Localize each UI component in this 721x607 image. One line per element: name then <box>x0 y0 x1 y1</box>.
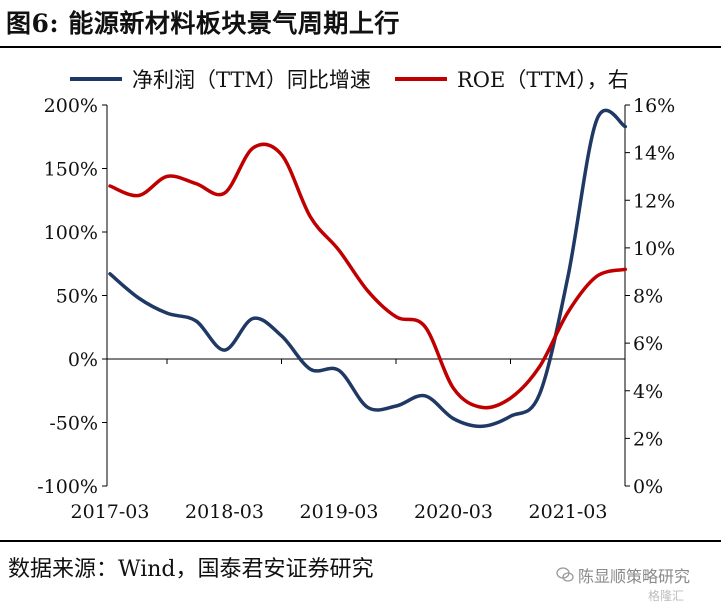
left-tick-label: -50% <box>49 413 98 435</box>
source-note: 数据来源：Wind，国泰君安证券研究 <box>8 557 374 582</box>
watermark-text: 陈显顺策略研究 <box>578 567 691 586</box>
right-tick-label: 10% <box>633 238 675 260</box>
bottom-rule <box>0 540 721 542</box>
left-tick-label: 50% <box>56 286 98 308</box>
left-tick-label: 100% <box>44 222 98 244</box>
right-tick-label: 2% <box>633 428 663 450</box>
left-tick-label: 0% <box>68 349 98 371</box>
left-tick-label: 150% <box>44 159 98 181</box>
line-chart: 200% 150% 100% 50% 0% -50% -100% 16% 14% 12% 10% 8%… <box>37 68 675 523</box>
x-tick-label: 2018-03 <box>185 501 264 523</box>
figure-title: 图6: 能源新材料板块景气周期上行 <box>6 9 400 38</box>
series-line-2 <box>108 142 628 410</box>
right-tick-label: 4% <box>633 381 663 403</box>
right-tick-label: 0% <box>633 476 663 498</box>
legend-label-1: 净利润（TTM）同比增速 <box>132 68 371 92</box>
right-tick-label: 14% <box>633 143 675 165</box>
top-rule <box>0 46 721 48</box>
x-tick-label: 2017-03 <box>71 501 150 523</box>
right-tick-label: 8% <box>633 286 663 308</box>
right-tick-label: 12% <box>633 190 675 212</box>
series-line-1 <box>108 108 628 429</box>
watermark: 陈显顺策略研究 <box>556 563 690 587</box>
x-tick-label: 2019-03 <box>300 501 379 523</box>
x-tick-label: 2021-03 <box>529 501 608 523</box>
watermark-subtext: 格隆汇 <box>648 589 685 603</box>
legend-label-2: ROE（TTM），右 <box>457 68 629 92</box>
left-tick-label: -100% <box>37 476 98 498</box>
wechat-icon <box>556 567 574 582</box>
left-tick-label: 200% <box>44 95 98 117</box>
right-tick-label: 16% <box>633 95 675 117</box>
x-tick-label: 2020-03 <box>414 501 493 523</box>
right-tick-label: 6% <box>633 333 663 355</box>
